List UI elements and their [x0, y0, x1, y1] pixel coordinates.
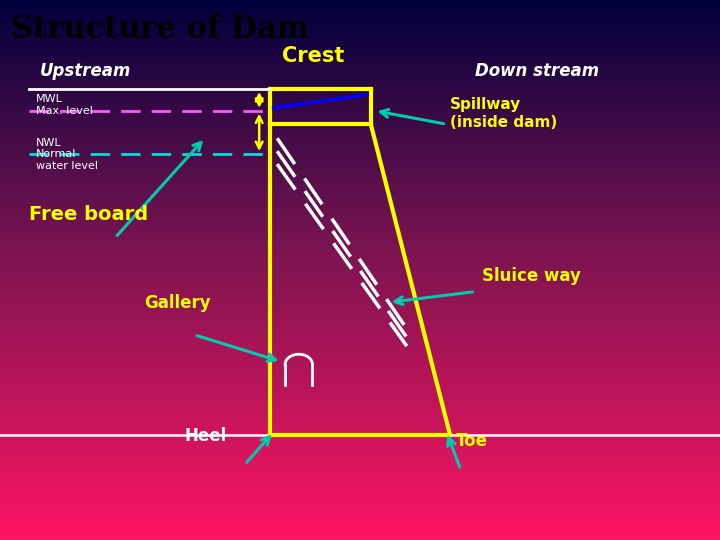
Text: NWL
Normal
water level: NWL Normal water level — [36, 138, 98, 171]
Text: Structure of Dam: Structure of Dam — [11, 14, 309, 44]
Text: MWL
Max. level: MWL Max. level — [36, 94, 93, 116]
Text: Upstream: Upstream — [40, 62, 131, 80]
Text: Gallery: Gallery — [144, 294, 211, 312]
Text: Spillway
(inside dam): Spillway (inside dam) — [450, 97, 557, 130]
Text: Heel: Heel — [184, 427, 226, 444]
Text: Crest: Crest — [282, 46, 344, 66]
Text: Down stream: Down stream — [475, 62, 599, 80]
Text: Sluice way: Sluice way — [482, 267, 581, 285]
Text: Toe: Toe — [456, 432, 487, 450]
Text: Free board: Free board — [29, 205, 148, 224]
